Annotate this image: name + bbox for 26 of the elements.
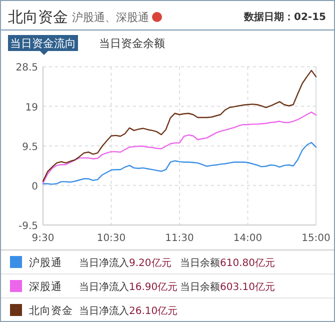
x-tick-label: 14:00 [233,233,262,244]
y-tick-label: 19 [25,102,38,114]
chart-subtitle: 沪股通、深股通 [72,11,149,24]
legend-label: 北向资金 [29,304,73,317]
y-tick-label: 28.5 [16,62,38,74]
y-tick-label: 0 [32,181,38,192]
text: 当日资金流向 [10,37,76,50]
legend-label: 沪股通 [29,256,62,269]
x-tick-label: 9:30 [32,233,54,244]
chart-title: 北向资金 [8,8,68,26]
x-tick-label: 10:30 [96,233,126,244]
text: 当日净流入26.10亿元 [79,305,178,317]
line-series [42,142,317,185]
text: 数据日期：02-15 [243,11,326,23]
y-tick-label: 9.5 [22,142,38,153]
line-series [42,70,317,182]
text: 当日资金余额 [99,37,165,50]
x-tick-label: 11:30 [165,233,194,244]
line-series [42,112,317,184]
text: 当日余额603.10亿元 [180,281,275,293]
legend-label: 深股通 [29,280,62,293]
text: 当日净流入9.20亿元 [79,257,172,269]
x-tick-label: 15:00 [302,233,330,244]
y-tick-label: -9.5 [18,221,38,232]
text: 当日净流入16.90亿元 [79,281,178,293]
text: 当日余额610.80亿元 [180,257,275,269]
